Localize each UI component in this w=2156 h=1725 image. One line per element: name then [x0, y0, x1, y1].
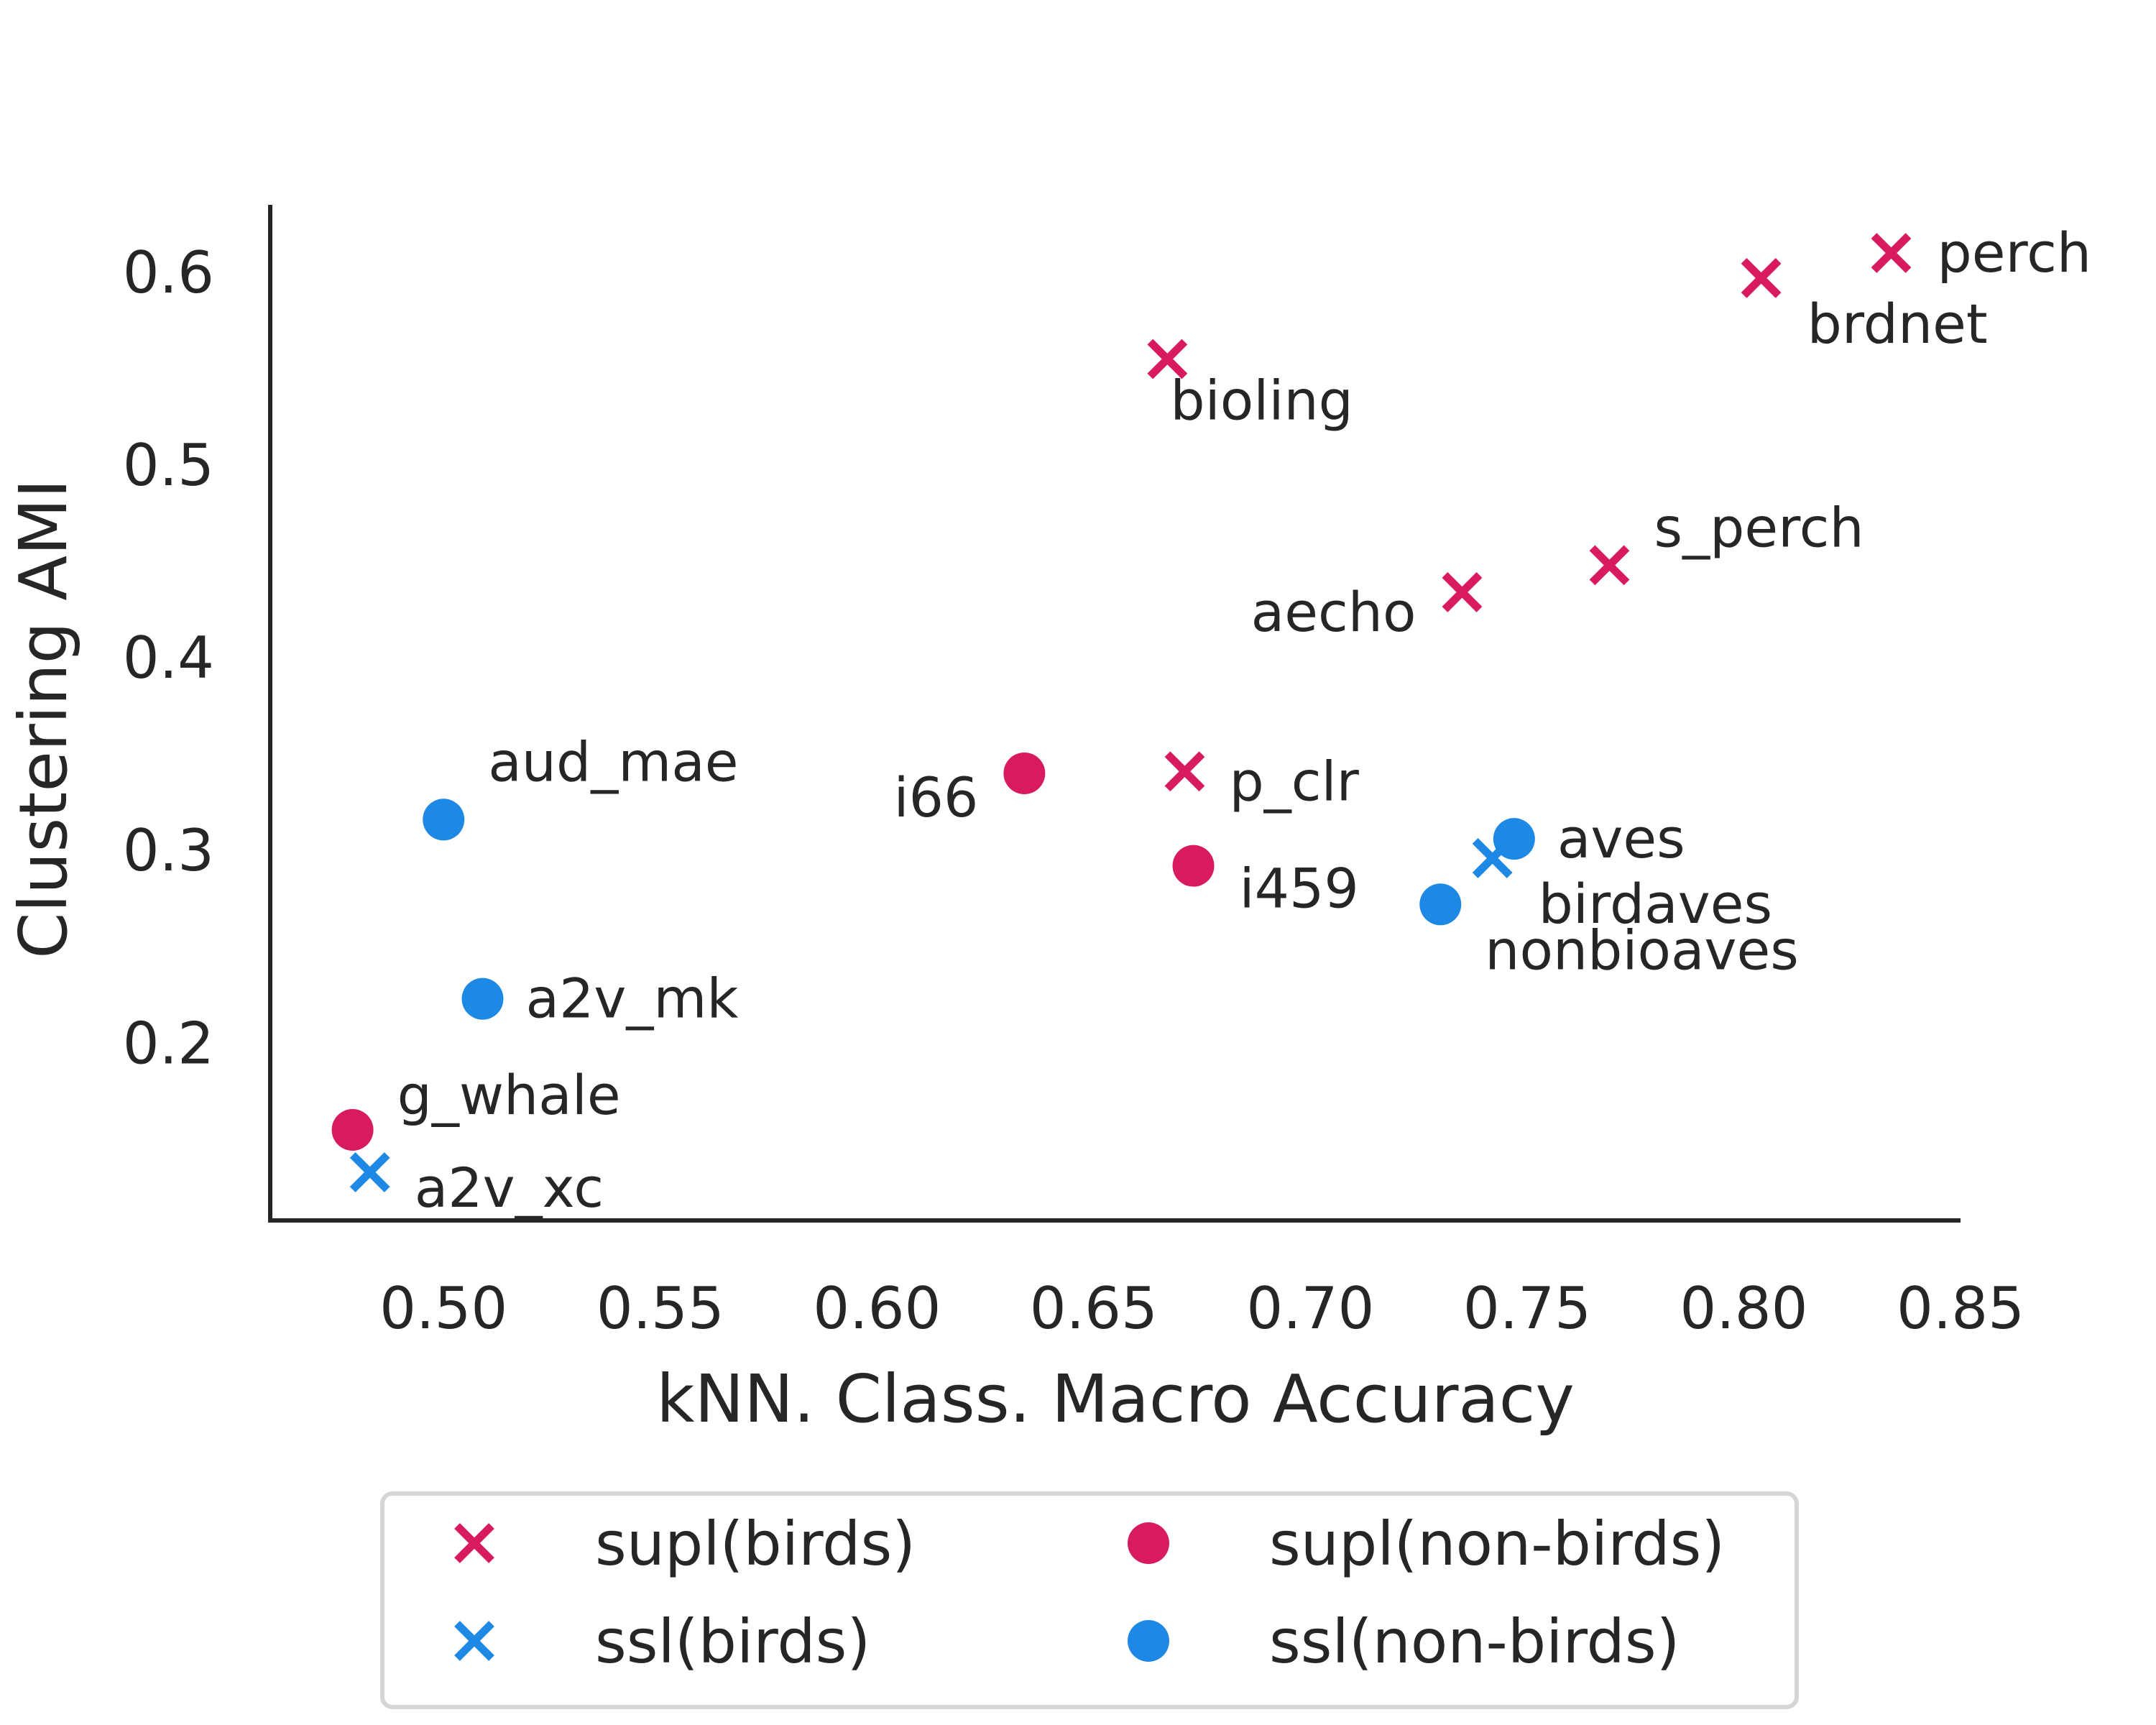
point-label-bioling: bioling [1170, 368, 1353, 432]
x-tick-label: 0.80 [1680, 1275, 1807, 1342]
point-label-aves: aves [1557, 806, 1685, 870]
data-points [331, 233, 1912, 1192]
data-point-aves [1493, 818, 1535, 860]
legend-marker-ssl-non-birds [1128, 1620, 1169, 1662]
y-tick-label: 0.3 [123, 817, 214, 884]
legend-label: ssl(non-birds) [1269, 1606, 1680, 1677]
data-point-nonbioaves [1419, 883, 1462, 926]
x-tick-label: 0.85 [1897, 1275, 2024, 1342]
data-point-i459 [1172, 845, 1215, 887]
legend-marker-ssl-birds [454, 1621, 494, 1661]
legend-marker-supl-non-birds [1128, 1522, 1169, 1564]
legend-frame [380, 1491, 1799, 1709]
data-point-a2v-xc [349, 1152, 390, 1192]
point-label-a2v-mk: a2v_mk [526, 967, 739, 1031]
x-tick-label: 0.70 [1246, 1275, 1374, 1342]
data-point-brdnet [1741, 257, 1782, 298]
data-point-aud-mae [423, 799, 465, 841]
legend-marker-supl-birds [454, 1523, 494, 1563]
point-label-birdaves: birdaves [1539, 872, 1772, 936]
data-point-a2v-mk [461, 978, 504, 1020]
point-label-perch: perch [1938, 221, 2092, 285]
data-point-i66 [1003, 752, 1046, 794]
legend-label: supl(birds) [595, 1509, 916, 1579]
legend: supl(birds) supl(non-birds) ssl(birds) ssl(… [380, 1491, 1799, 1709]
x-tick-labels: 0.50 0.55 0.60 0.65 0.70 0.75 0.80 0.85 [379, 1275, 2024, 1342]
data-point-p-clr [1164, 751, 1205, 792]
point-label-g-whale: g_whale [397, 1063, 621, 1127]
point-label-aud-mae: aud_mae [488, 730, 738, 794]
x-tick-label: 0.50 [379, 1275, 507, 1342]
x-tick-label: 0.55 [596, 1275, 724, 1342]
legend-label: supl(non-birds) [1269, 1509, 1725, 1579]
point-label-aecho: aecho [1251, 580, 1416, 644]
point-label-p-clr: p_clr [1229, 749, 1359, 813]
data-point-s-perch [1589, 545, 1630, 586]
x-tick-label: 0.60 [813, 1275, 941, 1342]
y-axis-title: Clustering AMI [5, 479, 82, 959]
point-label-a2v-xc: a2v_xc [415, 1156, 604, 1220]
y-tick-label: 0.5 [123, 432, 214, 499]
y-tick-label: 0.2 [123, 1010, 214, 1077]
point-label-s-perch: s_perch [1654, 495, 1864, 559]
data-point-bioling [1147, 339, 1188, 380]
point-label-i66: i66 [894, 765, 979, 829]
legend-label: ssl(birds) [595, 1606, 870, 1677]
point-label-nonbioaves: nonbioaves [1485, 918, 1799, 982]
x-axis-title: kNN. Class. Macro Accuracy [656, 1361, 1575, 1438]
point-label-brdnet: brdnet [1807, 292, 1988, 356]
x-tick-label: 0.75 [1463, 1275, 1591, 1342]
x-tick-label: 0.65 [1030, 1275, 1158, 1342]
data-point-g-whale [331, 1108, 374, 1151]
point-label-i459: i459 [1240, 857, 1359, 921]
axes [268, 205, 1961, 1223]
data-point-perch [1871, 233, 1912, 273]
y-tick-label: 0.4 [123, 625, 214, 691]
data-point-aecho [1442, 572, 1483, 612]
y-tick-label: 0.6 [123, 239, 214, 306]
y-tick-labels: 0.2 0.3 0.4 0.5 0.6 [123, 239, 214, 1077]
